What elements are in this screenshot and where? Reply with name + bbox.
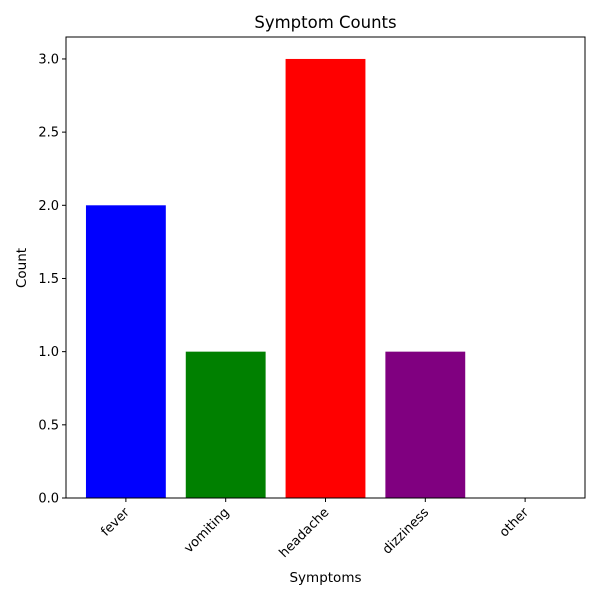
x-tick-label-other: other bbox=[497, 505, 533, 541]
x-tick-label-dizziness: dizziness bbox=[380, 505, 432, 557]
plot-area: 0.0 0.5 1.0 1.5 2.0 2.5 3.0 fever vomiting heada… bbox=[38, 36, 586, 561]
bar-vomiting bbox=[185, 351, 266, 498]
y-tick-label-4: 2.0 bbox=[38, 199, 59, 214]
x-axis-label: Symptoms bbox=[289, 570, 361, 586]
y-axis-ticks: 0.0 0.5 1.0 1.5 2.0 2.5 3.0 bbox=[38, 52, 66, 507]
y-tick-label-3: 1.5 bbox=[38, 272, 59, 287]
y-tick-label-1: 0.5 bbox=[38, 418, 59, 433]
bar-fever bbox=[85, 205, 166, 499]
chart-title: Symptom Counts bbox=[254, 13, 396, 32]
bar-headache bbox=[285, 58, 366, 498]
x-tick-label-vomiting: vomiting bbox=[182, 505, 233, 556]
bars bbox=[85, 58, 466, 499]
y-tick-label-0: 0.0 bbox=[38, 492, 59, 507]
x-axis-ticks: fever vomiting headache dizziness other bbox=[98, 498, 532, 561]
plot-frame bbox=[65, 36, 586, 499]
y-tick-label-5: 2.5 bbox=[38, 126, 59, 141]
x-tick-label-headache: headache bbox=[277, 505, 333, 561]
bar-dizziness bbox=[385, 351, 466, 498]
y-tick-label-6: 3.0 bbox=[38, 52, 59, 67]
x-tick-label-fever: fever bbox=[98, 505, 133, 540]
y-tick-label-2: 1.0 bbox=[38, 345, 59, 360]
y-axis-label: Count bbox=[14, 248, 30, 288]
